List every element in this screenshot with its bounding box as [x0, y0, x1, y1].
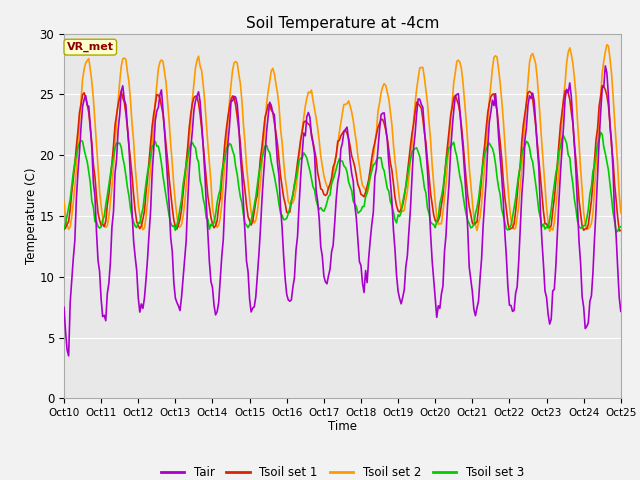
Text: VR_met: VR_met [67, 42, 114, 52]
Y-axis label: Temperature (C): Temperature (C) [25, 168, 38, 264]
X-axis label: Time: Time [328, 420, 357, 432]
Legend: Tair, Tsoil set 1, Tsoil set 2, Tsoil set 3: Tair, Tsoil set 1, Tsoil set 2, Tsoil se… [156, 461, 529, 480]
Title: Soil Temperature at -4cm: Soil Temperature at -4cm [246, 16, 439, 31]
